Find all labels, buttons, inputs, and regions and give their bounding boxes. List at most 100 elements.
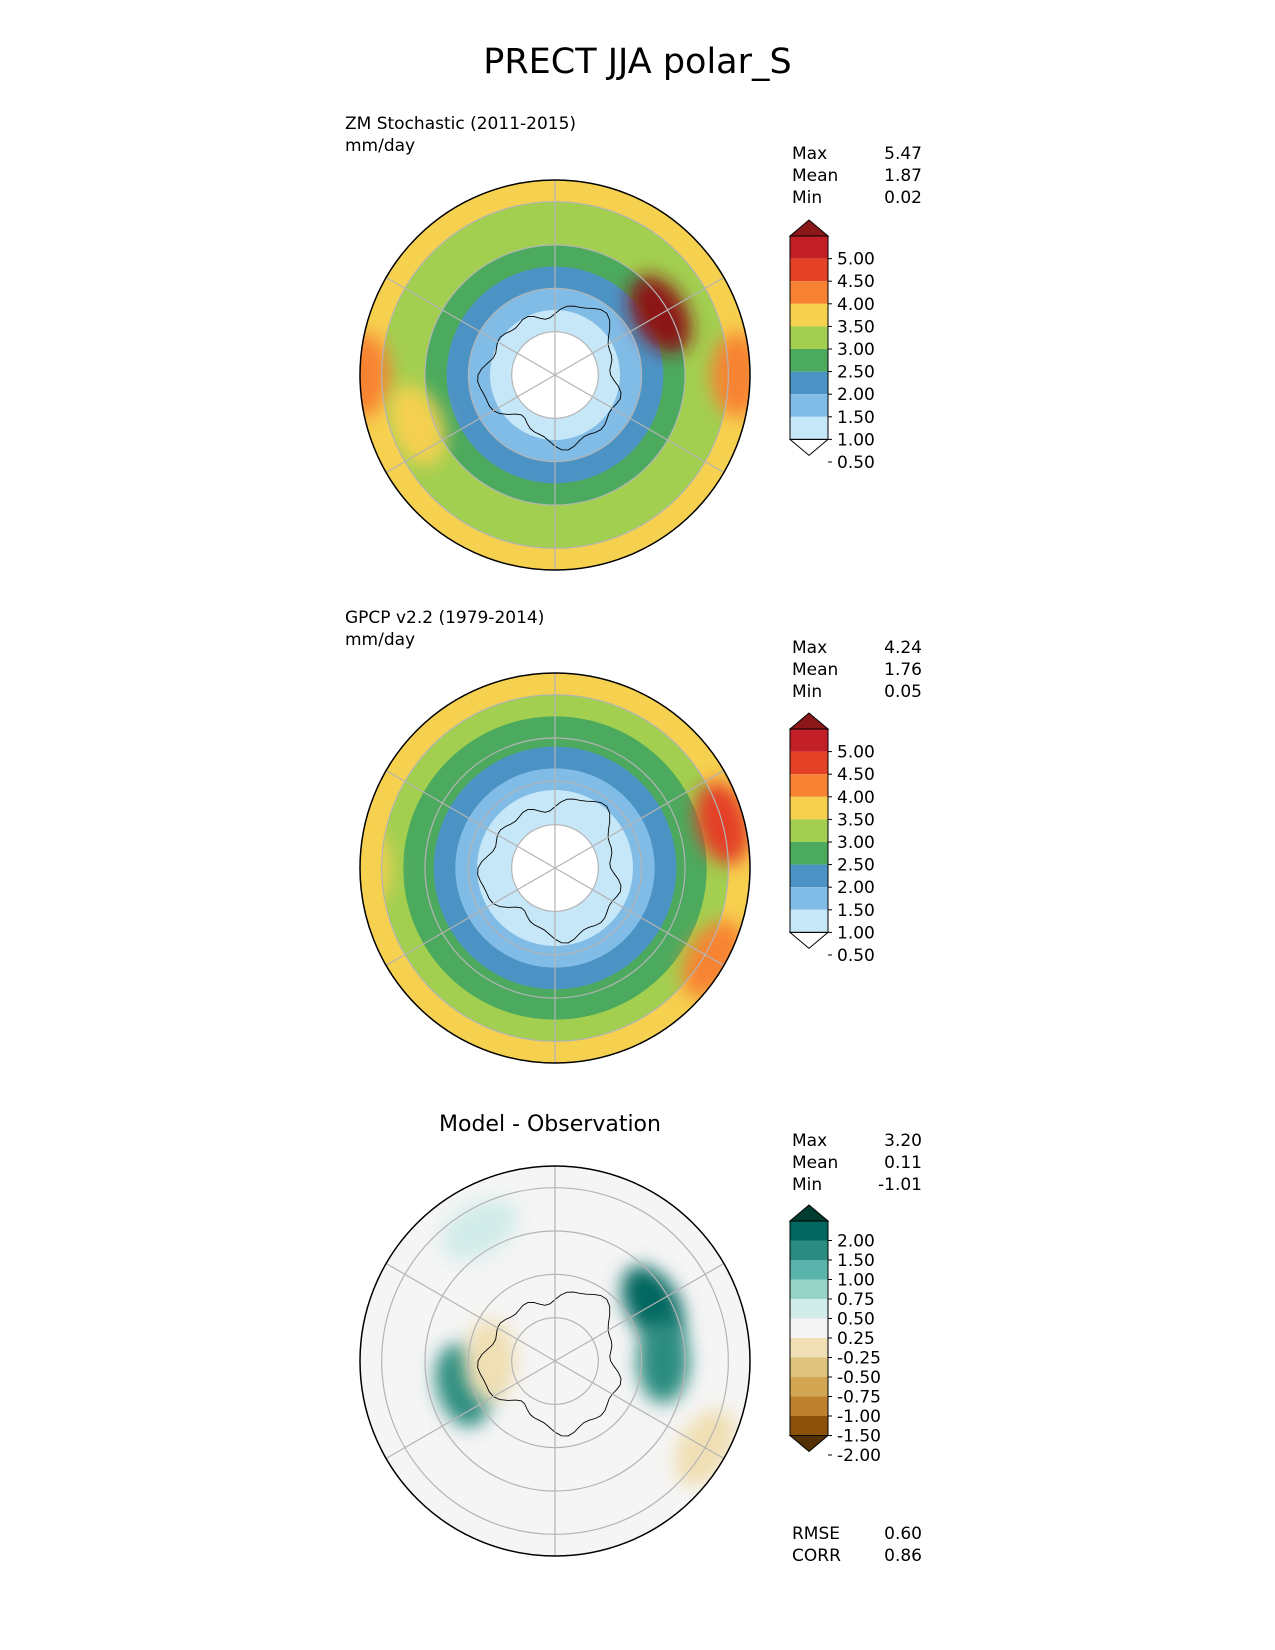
stat-row: Mean 1.76 (792, 660, 922, 680)
stat-row: Min -1.01 (792, 1175, 922, 1195)
colorbar-tick-label: 2.00 (837, 385, 875, 405)
colorbar-tick-label: 4.50 (837, 272, 875, 292)
colorbar-segment (790, 1377, 828, 1397)
stat-row: Max 3.20 (792, 1131, 922, 1151)
colorbar-segment (790, 1416, 828, 1436)
colorbar-tick-label: 0.50 (837, 453, 875, 473)
colorbar-tick-label: 4.00 (837, 788, 875, 808)
colorbar-segment (790, 729, 828, 752)
stat-row: Min 0.02 (792, 188, 922, 208)
longitude-gridline (385, 867, 556, 967)
longitude-gridline (385, 374, 556, 474)
colorbar-extend-max (788, 1204, 830, 1222)
colorbar-tick-label: 4.50 (837, 765, 875, 785)
colorbar-tick-label: 1.50 (837, 408, 875, 428)
colorbar-segment (790, 1221, 828, 1241)
map-boundary (359, 672, 751, 1064)
panel-2-units: mm/day (345, 630, 416, 650)
stat-row: Min 0.05 (792, 682, 922, 702)
colorbar-segment (790, 1396, 828, 1416)
panel-3-title: Model - Observation (439, 1112, 661, 1137)
colorbar-segment (790, 819, 828, 842)
stat-row: Mean 1.87 (792, 166, 922, 186)
colorbar-segment (790, 326, 828, 349)
colorbar-segment (790, 236, 828, 259)
panel-1-polar-map (359, 179, 751, 571)
colorbar-tick-label: 0.25 (837, 1329, 875, 1349)
panel-2-colorbar: 5.004.50 4.003.50 3.00 2.502.00 1.501.00 0.50 (788, 712, 875, 966)
colorbar-extend-max (788, 219, 830, 237)
colorbar-tick-label: 2.00 (837, 1232, 875, 1252)
longitude-gridline (385, 769, 556, 869)
colorbar-tick-label: 0.50 (837, 1310, 875, 1330)
colorbar-tick-label: 1.00 (837, 430, 875, 450)
longitude-gridline (385, 1360, 556, 1460)
field-anomaly (440, 1198, 518, 1261)
colorbar-extend-min (788, 931, 830, 950)
colorbar-segment (790, 751, 828, 775)
colorbar-segment (790, 1338, 828, 1358)
colorbar-tick-label: 3.00 (837, 340, 875, 360)
colorbar-extend-min (788, 1435, 830, 1453)
colorbar-tick-label: -1.50 (837, 1427, 881, 1447)
colorbar-frame (789, 1220, 829, 1436)
colorbar-extend-max (788, 712, 830, 730)
field-anomaly (388, 384, 445, 466)
colorbar-frame (789, 235, 829, 440)
colorbar-tick-label: -2.00 (837, 1446, 881, 1466)
colorbar-tick-label: 1.50 (837, 901, 875, 921)
colorbar-tick-label: -0.75 (837, 1388, 881, 1408)
colorbar-segment (790, 281, 828, 304)
colorbar-segment (790, 864, 828, 888)
panel-1-stats: Max 5.47 Mean 1.87 Min 0.02 (792, 143, 922, 209)
panel-1-title: ZM Stochastic (2011-2015) (345, 114, 577, 134)
colorbar-segment (790, 1299, 828, 1319)
field-anomaly (360, 826, 391, 910)
map-boundary (359, 179, 751, 571)
colorbar-tick-label: 3.50 (837, 317, 875, 337)
panel-3-stats: Max 3.20 Mean 0.11 Min -1.01 (792, 1130, 922, 1196)
field-anomaly (637, 1319, 690, 1403)
colorbar-segment (790, 796, 828, 820)
colorbar-tick-label: 1.00 (837, 1271, 875, 1291)
colorbar-tick-label: 2.50 (837, 856, 875, 876)
stat-row: CORR 0.86 (792, 1546, 922, 1566)
longitude-gridline (554, 1360, 725, 1460)
field-anomaly (360, 333, 391, 417)
colorbar-tick-label: -0.25 (837, 1349, 881, 1369)
colorbar-segment (790, 1279, 828, 1299)
figure-title: PRECT JJA polar_S (483, 42, 792, 82)
colorbar-segment (790, 394, 828, 417)
longitude-gridline (554, 769, 725, 869)
colorbar-segment (790, 1357, 828, 1377)
panel-2-stats: Max 4.24 Mean 1.76 Min 0.05 (792, 637, 922, 703)
panel-3-colorbar: 2.001.501.000.750.500.25-0.25-0.50-0.75-… (788, 1204, 881, 1466)
stat-row: RMSE 0.60 (792, 1524, 922, 1544)
panel-1-colorbar: 5.004.50 4.003.50 3.00 2.502.00 1.501.00 0.50 (788, 219, 875, 473)
longitude-gridline (554, 867, 725, 967)
longitude-gridline (385, 276, 556, 376)
colorbar-tick-label: -0.50 (837, 1368, 881, 1388)
colorbar-tick-label: 3.50 (837, 810, 875, 830)
colorbar-tick-label: 5.00 (837, 250, 875, 270)
colorbar-segment (790, 1318, 828, 1338)
colorbar-tick-label: 2.50 (837, 363, 875, 383)
panel-2-header: GPCP v2.2 (1979-2014) mm/day (345, 607, 544, 651)
colorbar-segment (790, 887, 828, 910)
longitude-gridline (554, 1262, 725, 1362)
colorbar-segment (790, 371, 828, 395)
colorbar-segment (790, 416, 828, 440)
colorbar-frame (789, 728, 829, 933)
panel-3-extra-stats: RMSE 0.60 CORR 0.86 (792, 1523, 922, 1567)
colorbar-segment (790, 349, 828, 372)
longitude-gridline (385, 1262, 556, 1362)
map-boundary (359, 1165, 751, 1557)
longitude-gridline (554, 276, 725, 376)
colorbar-tick-label: 4.00 (837, 295, 875, 315)
stat-row: Mean 0.11 (792, 1153, 922, 1173)
colorbar-tick-label: 0.75 (837, 1290, 875, 1310)
panel-2-title: GPCP v2.2 (1979-2014) (345, 608, 545, 628)
colorbar-tick-label: 0.50 (837, 946, 875, 966)
colorbar-tick-label: 2.00 (837, 878, 875, 898)
panel-3-polar-map (359, 1165, 751, 1557)
